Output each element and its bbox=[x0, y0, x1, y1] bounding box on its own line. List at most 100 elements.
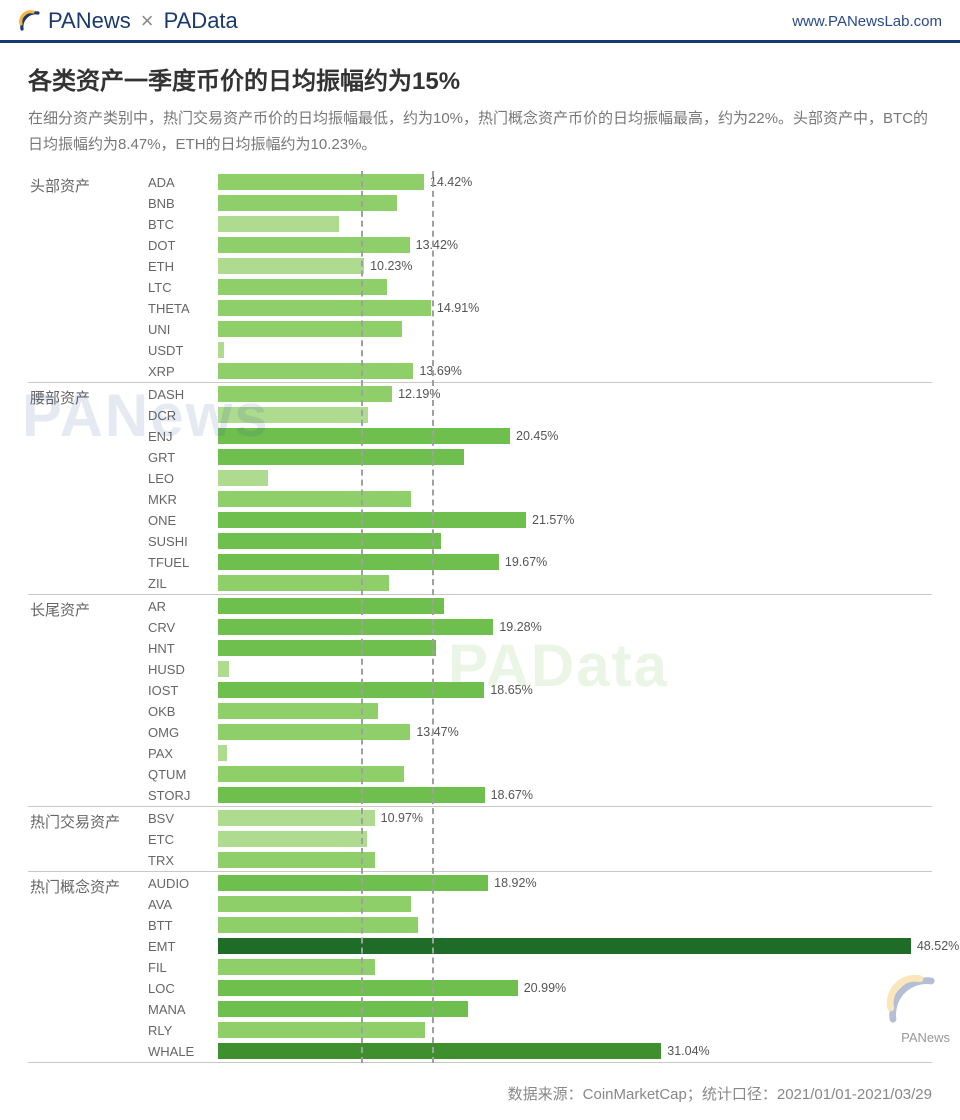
chart-row: AR bbox=[148, 596, 932, 616]
bar bbox=[218, 724, 410, 740]
bar-track: 13.42% bbox=[218, 237, 932, 253]
bar bbox=[218, 554, 499, 570]
bar bbox=[218, 619, 493, 635]
bar bbox=[218, 216, 339, 232]
row-label: ZIL bbox=[148, 576, 218, 591]
bar-track bbox=[218, 703, 932, 719]
row-label: THETA bbox=[148, 301, 218, 316]
row-label: ENJ bbox=[148, 429, 218, 444]
row-label: WHALE bbox=[148, 1044, 218, 1059]
group-label: 腰部资产 bbox=[28, 383, 148, 408]
row-label: MANA bbox=[148, 1002, 218, 1017]
header-url: www.PANewsLab.com bbox=[792, 13, 942, 30]
logo-icon bbox=[18, 9, 42, 33]
chart-row: PAX bbox=[148, 743, 932, 763]
chart-row: BNB bbox=[148, 193, 932, 213]
bar-track: 31.04% bbox=[218, 1043, 932, 1059]
bar bbox=[218, 363, 413, 379]
bar-track: 14.91% bbox=[218, 300, 932, 316]
chart-group: 长尾资产ARCRV19.28%HNTHUSDIOST18.65%OKBOMG13… bbox=[28, 594, 932, 806]
bar-track bbox=[218, 959, 932, 975]
bar-track: 19.28% bbox=[218, 619, 932, 635]
group-rows: ADA14.42%BNBBTCDOT13.42%ETH10.23%LTCTHET… bbox=[148, 171, 932, 382]
chart-row: DOT13.42% bbox=[148, 235, 932, 255]
bar-track: 10.23% bbox=[218, 258, 932, 274]
chart-group: 热门交易资产BSV10.97%ETCTRX bbox=[28, 806, 932, 871]
bar-value: 20.99% bbox=[518, 981, 566, 995]
chart: 头部资产ADA14.42%BNBBTCDOT13.42%ETH10.23%LTC… bbox=[28, 171, 932, 1063]
bar-track bbox=[218, 745, 932, 761]
bar-track: 20.99% bbox=[218, 980, 932, 996]
brand-panews: PANews bbox=[48, 8, 131, 34]
row-label: DCR bbox=[148, 408, 218, 423]
bar bbox=[218, 640, 436, 656]
bar-track bbox=[218, 575, 932, 591]
bar-value: 48.52% bbox=[911, 939, 959, 953]
chart-row: QTUM bbox=[148, 764, 932, 784]
bar bbox=[218, 386, 392, 402]
footer-source: 数据来源：CoinMarketCap；统计口径：2021/01/01-2021/… bbox=[0, 1073, 960, 1120]
row-label: ETC bbox=[148, 832, 218, 847]
chart-group: 头部资产ADA14.42%BNBBTCDOT13.42%ETH10.23%LTC… bbox=[28, 171, 932, 382]
bar bbox=[218, 428, 510, 444]
bar-track bbox=[218, 449, 932, 465]
bar bbox=[218, 852, 375, 868]
row-label: BNB bbox=[148, 196, 218, 211]
bar bbox=[218, 703, 378, 719]
bar-track bbox=[218, 195, 932, 211]
header-brand: PANews × PAData bbox=[18, 8, 238, 34]
bar-track bbox=[218, 598, 932, 614]
chart-row: DASH12.19% bbox=[148, 384, 932, 404]
bar-track bbox=[218, 661, 932, 677]
chart-row: BTT bbox=[148, 915, 932, 935]
bar-track bbox=[218, 1001, 932, 1017]
header: PANews × PAData www.PANewsLab.com bbox=[0, 0, 960, 43]
row-label: BTC bbox=[148, 217, 218, 232]
bar bbox=[218, 980, 518, 996]
row-label: BTT bbox=[148, 918, 218, 933]
corner-watermark: PANews bbox=[901, 1030, 950, 1045]
chart-row: TRX bbox=[148, 850, 932, 870]
bar bbox=[218, 533, 441, 549]
bar bbox=[218, 237, 410, 253]
bar-value: 19.28% bbox=[493, 620, 541, 634]
group-rows: AUDIO18.92%AVABTTEMT48.52%FILLOC20.99%MA… bbox=[148, 872, 932, 1062]
bar bbox=[218, 407, 368, 423]
row-label: OKB bbox=[148, 704, 218, 719]
chart-row: UNI bbox=[148, 319, 932, 339]
bar bbox=[218, 917, 418, 933]
chart-row: EMT48.52% bbox=[148, 936, 932, 956]
row-label: DOT bbox=[148, 238, 218, 253]
bar bbox=[218, 1043, 661, 1059]
row-label: IOST bbox=[148, 683, 218, 698]
bar-track: 19.67% bbox=[218, 554, 932, 570]
bar-track: 20.45% bbox=[218, 428, 932, 444]
chart-row: MKR bbox=[148, 489, 932, 509]
chart-row: ADA14.42% bbox=[148, 172, 932, 192]
corner-logo-icon bbox=[884, 972, 938, 1031]
chart-row: AUDIO18.92% bbox=[148, 873, 932, 893]
chart-groups: 头部资产ADA14.42%BNBBTCDOT13.42%ETH10.23%LTC… bbox=[28, 171, 932, 1062]
bar bbox=[218, 682, 484, 698]
group-rows: DASH12.19%DCRENJ20.45%GRTLEOMKRONE21.57%… bbox=[148, 383, 932, 594]
bar-track bbox=[218, 279, 932, 295]
chart-group: 热门概念资产AUDIO18.92%AVABTTEMT48.52%FILLOC20… bbox=[28, 871, 932, 1062]
chart-row: SUSHI bbox=[148, 531, 932, 551]
chart-row: TFUEL19.67% bbox=[148, 552, 932, 572]
bar-track bbox=[218, 407, 932, 423]
bar bbox=[218, 279, 387, 295]
chart-row: BTC bbox=[148, 214, 932, 234]
row-label: FIL bbox=[148, 960, 218, 975]
group-label: 头部资产 bbox=[28, 171, 148, 196]
bar bbox=[218, 342, 224, 358]
bar-track bbox=[218, 917, 932, 933]
row-label: QTUM bbox=[148, 767, 218, 782]
bar-value: 20.45% bbox=[510, 429, 558, 443]
chart-row: WHALE31.04% bbox=[148, 1041, 932, 1061]
bar-track: 48.52% bbox=[218, 938, 932, 954]
chart-row: CRV19.28% bbox=[148, 617, 932, 637]
bar bbox=[218, 745, 227, 761]
page-title: 各类资产一季度币价的日均振幅约为15% bbox=[28, 61, 932, 96]
group-label: 热门概念资产 bbox=[28, 872, 148, 897]
chart-row: HUSD bbox=[148, 659, 932, 679]
